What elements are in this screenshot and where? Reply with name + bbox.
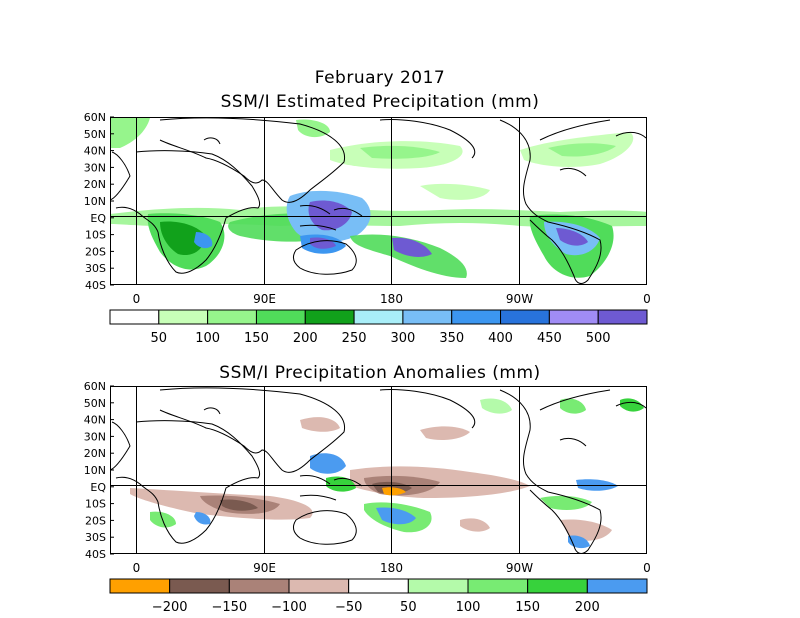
precipitation-map-title: SSM/I Estimated Precipitation (mm)	[220, 92, 540, 112]
colorbar-swatch	[158, 309, 209, 325]
latitude-label: 60N	[84, 111, 106, 124]
latitude-label: 30N	[84, 161, 106, 174]
longitude-label: 90E	[253, 561, 276, 575]
colorbar-label: −50	[335, 600, 362, 615]
anomaly-map: 60N 50N 40N 30N 20N 10N EQ 10S 20S 30S 40S 0 90E 180…	[84, 380, 651, 615]
precipitation-map: 60N 50N 40N 30N 20N 10N EQ 10S 20S 30S 40S 0 90E 180…	[84, 111, 651, 346]
colorbar-label: 100	[456, 600, 481, 615]
latitude-label: 20N	[84, 447, 106, 460]
colorbar-swatch	[548, 309, 599, 325]
longitude-label: 180	[380, 292, 403, 306]
longitude-label: 0	[643, 561, 651, 575]
latitude-label: 20S	[85, 514, 106, 527]
colorbar-swatch	[228, 578, 290, 594]
colorbar-swatch	[169, 578, 230, 594]
latitude-label: 40S	[85, 279, 106, 292]
anomaly-colorbar-labels: −200 −150 −100 −50 50 100 150 200	[152, 600, 600, 615]
colorbar-swatch	[402, 309, 453, 325]
colorbar-label: 150	[515, 600, 540, 615]
colorbar-label: 500	[586, 331, 611, 346]
colorbar-label: −100	[271, 600, 307, 615]
colorbar-label: 400	[488, 331, 513, 346]
coastlines	[110, 387, 647, 554]
precipitation-field	[110, 118, 647, 278]
colorbar-label: 100	[195, 331, 220, 346]
latitude-label: 30S	[85, 262, 106, 275]
colorbar-swatch	[467, 578, 529, 594]
colorbar-swatch	[109, 578, 171, 594]
grid-lines	[110, 117, 647, 285]
month-title: February 2017	[314, 68, 446, 88]
latitude-axis: 60N 50N 40N 30N 20N 10N EQ 10S 20S 30S 40S	[84, 111, 114, 292]
colorbar-swatch	[255, 309, 306, 325]
longitude-label: 90W	[506, 292, 533, 306]
anomaly-field	[130, 398, 644, 549]
latitude-label: 60N	[84, 380, 106, 393]
longitude-label: 0	[133, 561, 141, 575]
precipitation-colorbar	[109, 309, 648, 325]
latitude-label: 30S	[85, 531, 106, 544]
longitude-label: 0	[643, 292, 651, 306]
colorbar-swatch	[353, 309, 404, 325]
colorbar-swatch	[207, 309, 257, 325]
colorbar-swatch	[304, 309, 355, 325]
colorbar-label: 200	[575, 600, 600, 615]
latitude-label: 10S	[85, 229, 106, 242]
longitude-label: 90W	[506, 561, 533, 575]
precipitation-colorbar-labels: 50 100 150 200 250 300 350 400 450 500	[151, 331, 611, 346]
latitude-label: 50N	[84, 397, 106, 410]
anomaly-map-title: SSM/I Precipitation Anomalies (mm)	[219, 363, 541, 383]
coastlines	[110, 117, 647, 284]
latitude-label: 10N	[84, 195, 106, 208]
colorbar-label: −200	[152, 600, 188, 615]
longitude-label: 180	[380, 561, 403, 575]
latitude-label: 10N	[84, 464, 106, 477]
colorbar-swatch	[407, 578, 469, 594]
colorbar-label: 200	[293, 331, 318, 346]
colorbar-label: 300	[390, 331, 415, 346]
latitude-label: 30N	[84, 430, 106, 443]
colorbar-swatch	[586, 578, 648, 594]
colorbar-swatch	[451, 309, 502, 325]
colorbar-label: 350	[439, 331, 464, 346]
longitude-label: 90E	[253, 292, 276, 306]
latitude-label: EQ	[90, 481, 106, 494]
latitude-axis: 60N 50N 40N 30N 20N 10N EQ 10S 20S 30S 40S	[84, 380, 114, 561]
colorbar-swatch	[527, 578, 588, 594]
latitude-label: EQ	[90, 212, 106, 225]
latitude-label: 20N	[84, 178, 106, 191]
colorbar-swatch	[109, 309, 160, 325]
latitude-label: 40N	[84, 145, 106, 158]
colorbar-label: 450	[537, 331, 562, 346]
latitude-label: 20S	[85, 245, 106, 258]
anomaly-colorbar	[109, 578, 648, 594]
longitude-axis: 0 90E 180 90W 0	[133, 561, 651, 575]
latitude-label: 50N	[84, 128, 106, 141]
latitude-label: 10S	[85, 498, 106, 511]
colorbar-swatch	[348, 578, 409, 594]
colorbar-label: 150	[244, 331, 269, 346]
colorbar-label: 50	[400, 600, 417, 615]
colorbar-label: −150	[211, 600, 247, 615]
colorbar-swatch	[597, 309, 648, 325]
colorbar-swatch	[500, 309, 550, 325]
colorbar-swatch	[288, 578, 350, 594]
latitude-label: 40S	[85, 548, 106, 561]
longitude-axis: 0 90E 180 90W 0	[133, 292, 651, 306]
longitude-label: 0	[133, 292, 141, 306]
colorbar-label: 50	[151, 331, 168, 346]
latitude-label: 40N	[84, 414, 106, 427]
colorbar-label: 250	[342, 331, 367, 346]
grid-lines	[110, 386, 647, 554]
